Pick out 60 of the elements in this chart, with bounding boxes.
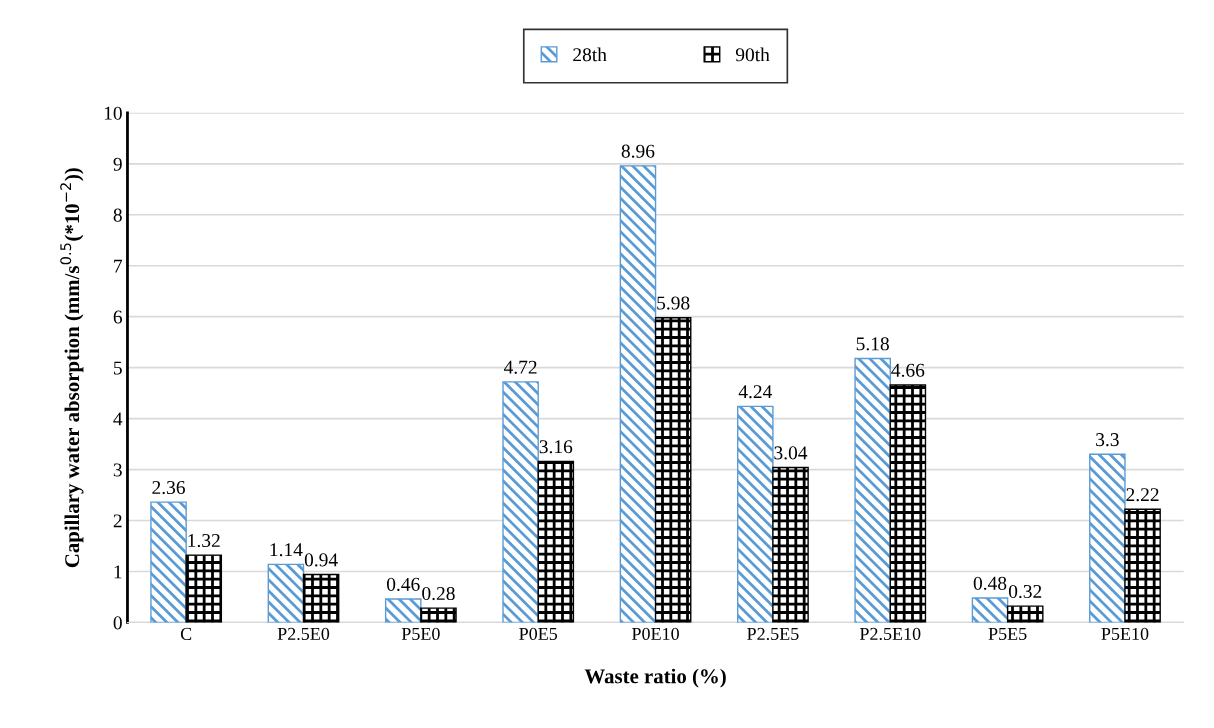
data-label: 0.48 <box>973 576 1007 590</box>
x-tick-label: P5E10 <box>1101 627 1149 641</box>
bar <box>537 460 575 623</box>
data-label: 4.72 <box>503 360 537 374</box>
data-label: 4.24 <box>738 385 773 399</box>
y-axis-title: Capillary water absorption (mm/s$^{0.5}$(*10$^{−2}$)) <box>60 168 84 568</box>
bar <box>854 357 891 623</box>
data-label: 2.36 <box>152 480 185 495</box>
x-tick-label: P2.5E0 <box>277 627 330 641</box>
data-label: 5.98 <box>657 296 690 310</box>
bar <box>889 384 927 623</box>
y-tick-label: 5 <box>114 361 122 375</box>
y-tick-label: 10 <box>104 106 122 120</box>
x-tick-label: P0E5 <box>519 627 558 641</box>
data-label: 8.96 <box>621 144 655 158</box>
y-tick-label: 0 <box>113 616 122 630</box>
x-tick-label: P5E0 <box>401 627 440 641</box>
bar <box>502 381 539 623</box>
y-tick-label: 1 <box>114 565 122 579</box>
data-label: 0.32 <box>1008 584 1042 599</box>
data-label: 0.28 <box>422 586 455 601</box>
data-label: 0.46 <box>386 577 420 591</box>
data-label: 1.14 <box>270 543 303 557</box>
bar <box>654 317 692 623</box>
data-label: 4.66 <box>891 363 925 377</box>
data-label: 1.32 <box>188 533 220 548</box>
bar <box>1124 508 1161 623</box>
bar <box>185 554 223 623</box>
y-tick-label: 6 <box>113 310 123 324</box>
bar <box>384 598 422 623</box>
data-label: 3.3 <box>1096 433 1119 447</box>
x-tick-label: C <box>180 627 192 641</box>
y-tick-label: 8 <box>113 208 122 222</box>
bar <box>1006 605 1044 623</box>
data-label: 5.18 <box>856 337 889 351</box>
bar <box>737 405 774 623</box>
x-tick-label: P0E10 <box>632 627 679 641</box>
bar <box>619 165 657 623</box>
y-tick-label: 4 <box>113 412 123 426</box>
bar <box>420 607 457 623</box>
legend-label: 28th <box>573 47 607 62</box>
x-tick-label: P2.5E10 <box>859 627 921 641</box>
y-tick-label: 7 <box>114 259 123 273</box>
data-label: 3.16 <box>539 440 573 454</box>
bar <box>302 573 340 623</box>
x-tick-label: P2.5E5 <box>747 627 799 641</box>
bar <box>150 501 187 623</box>
y-tick-label: 9 <box>113 157 122 171</box>
y-tick-label: 2 <box>113 514 122 528</box>
legend-label: 90th <box>735 47 770 62</box>
data-label: 2.22 <box>1126 488 1159 502</box>
data-label: 0.94 <box>304 553 338 567</box>
y-tick-label: 3 <box>113 463 122 477</box>
x-tick-label: P5E5 <box>988 628 1027 641</box>
bar <box>971 597 1009 623</box>
bar <box>772 466 809 623</box>
bar <box>267 563 305 623</box>
x-axis-title: Waste ratio (%) <box>584 668 726 688</box>
bar <box>1089 453 1126 623</box>
data-label: 3.04 <box>774 446 808 460</box>
